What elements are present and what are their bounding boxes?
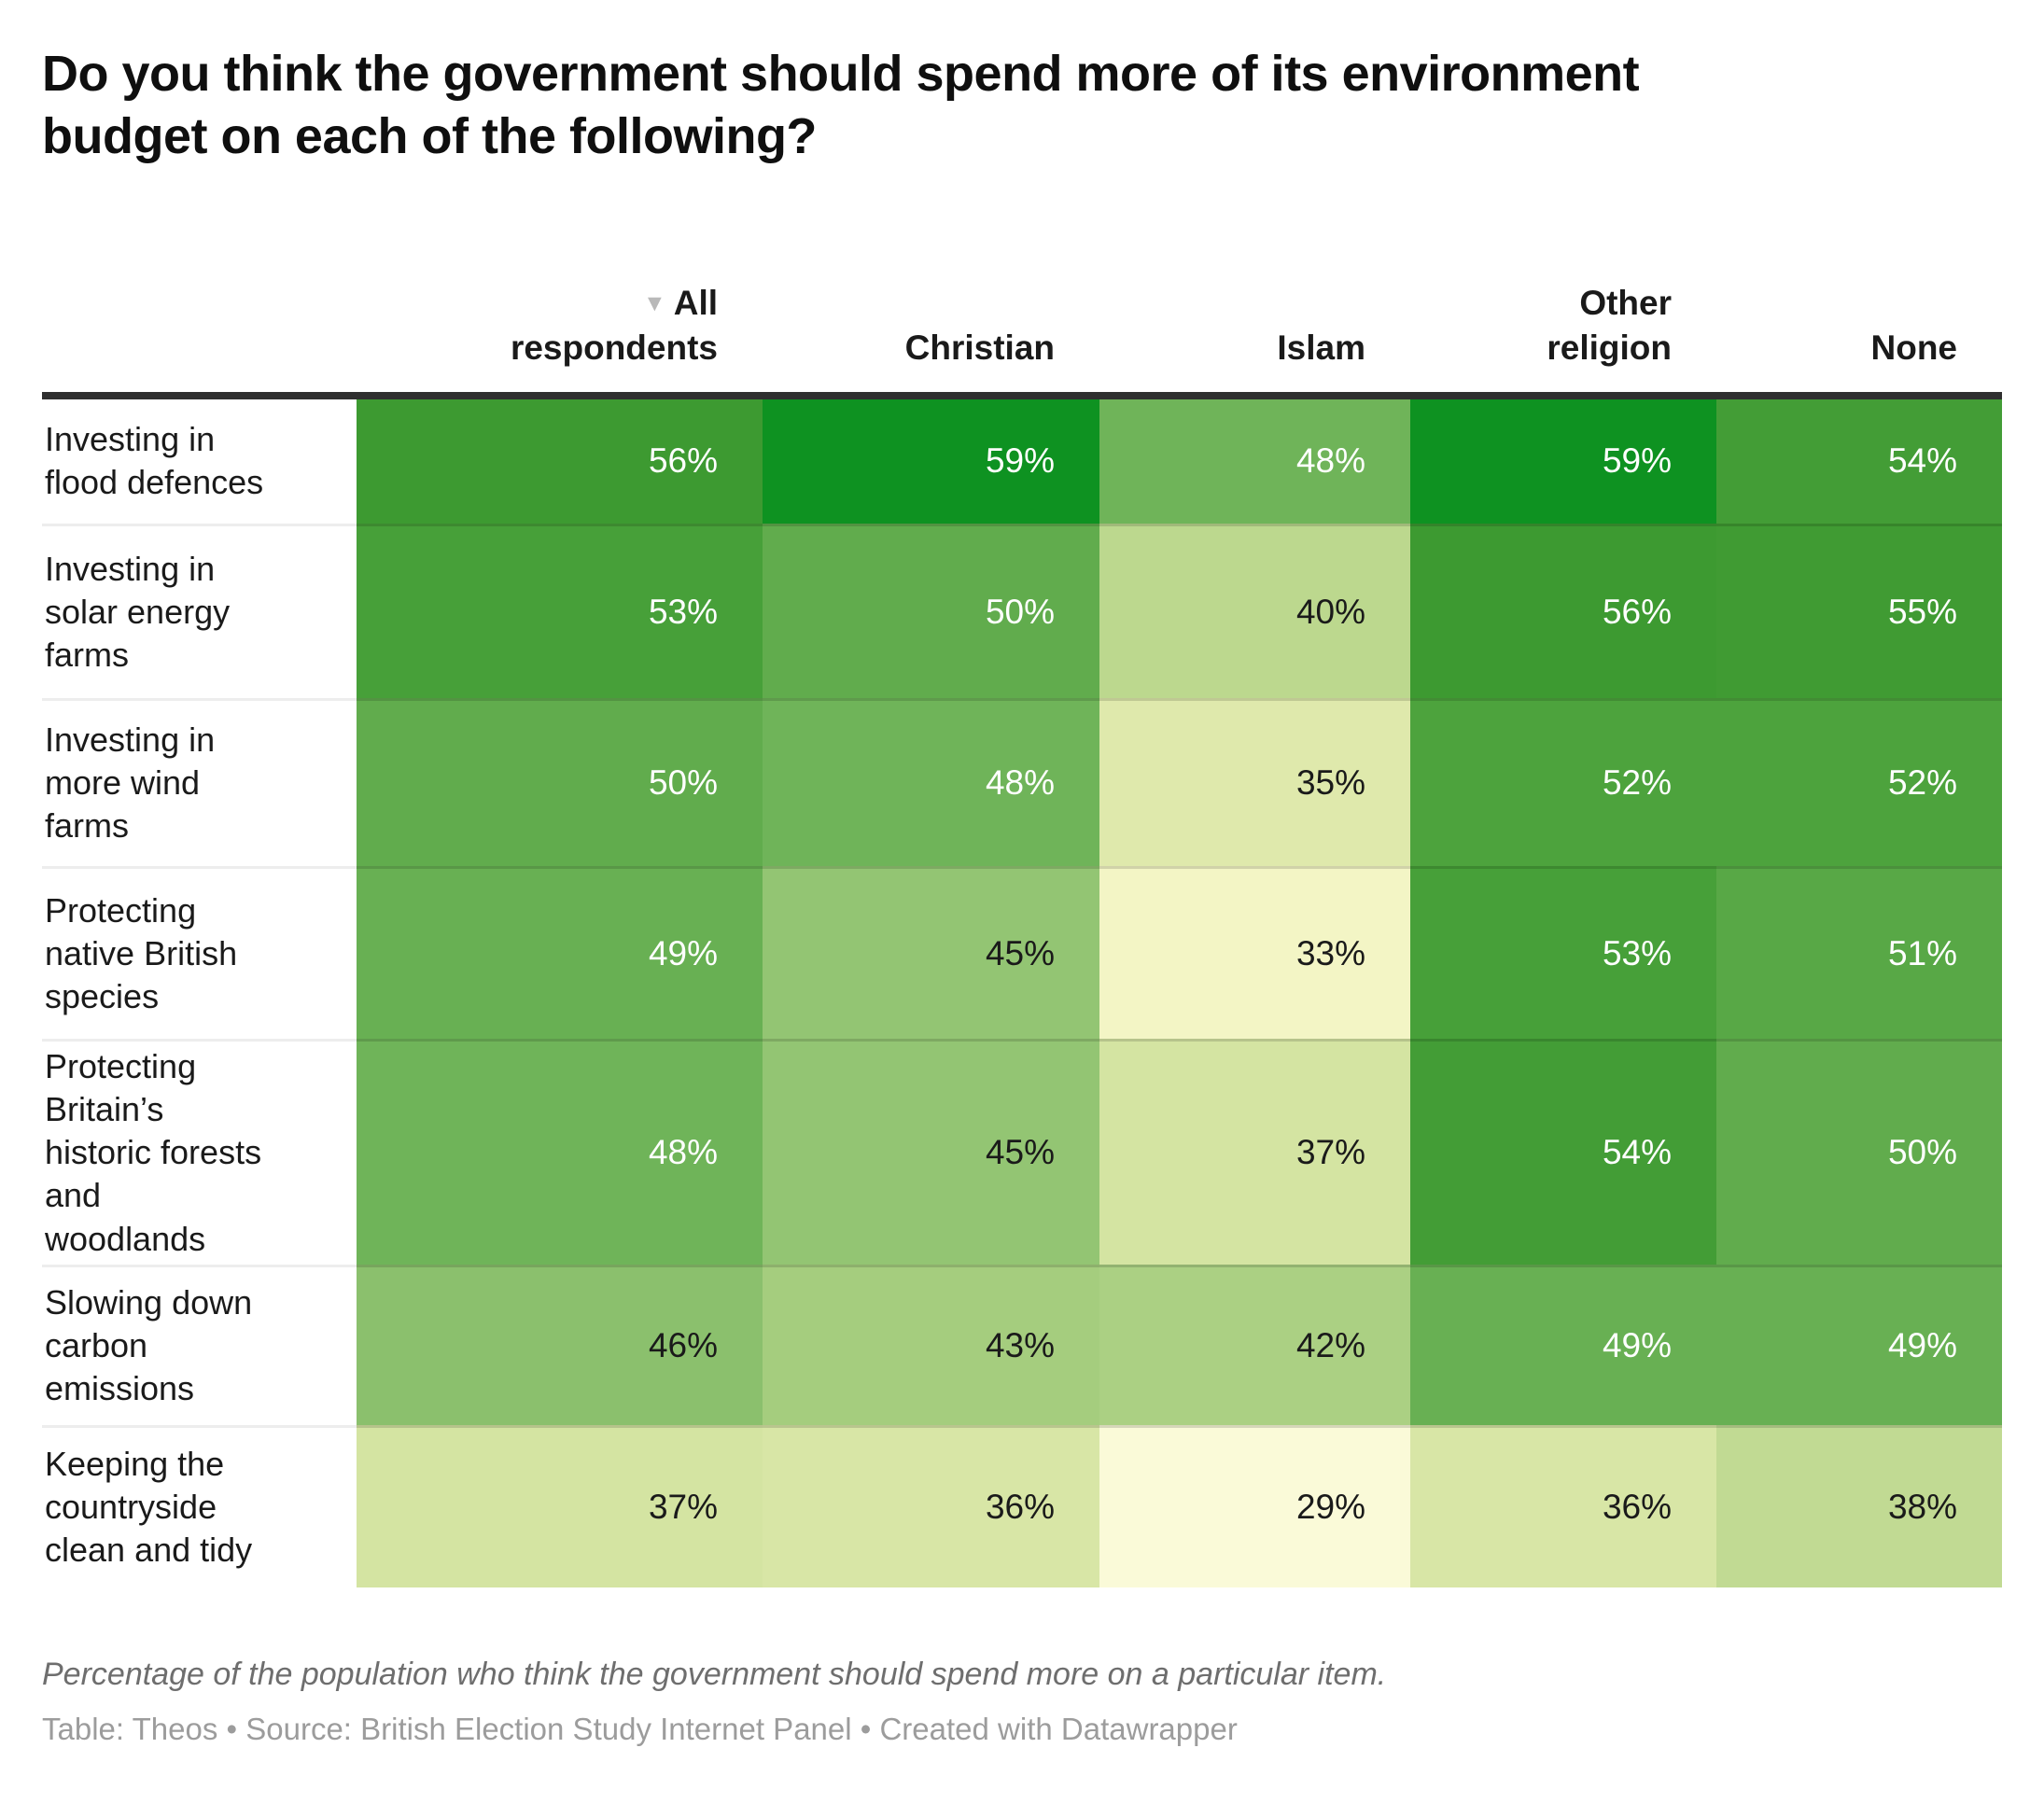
- row-label: Investing in more wind farms: [42, 697, 357, 866]
- table-row: Keeping the countryside clean and tidy 3…: [42, 1424, 2002, 1587]
- heatmap-cell: 48%: [763, 697, 1099, 866]
- heatmap-cell: 33%: [1099, 865, 1410, 1039]
- column-header-label: All respondents: [510, 284, 718, 367]
- heatmap-cell: 48%: [357, 1038, 763, 1265]
- heatmap-cell: 50%: [357, 697, 763, 866]
- column-header-islam[interactable]: Islam: [1099, 326, 1410, 392]
- row-label: Protecting native British species: [42, 865, 357, 1039]
- heatmap-cell: 56%: [1410, 523, 1716, 698]
- chart-title: Do you think the government should spend…: [42, 46, 1640, 164]
- table-header-row: ▼ All respondents Christian Islam Other r…: [42, 168, 2002, 392]
- row-label: Slowing down carbon emissions: [42, 1264, 357, 1425]
- heatmap-cell: 45%: [763, 1038, 1099, 1265]
- sort-descending-icon: ▼: [642, 290, 666, 317]
- heatmap-cell: 36%: [1410, 1424, 1716, 1587]
- heatmap-cell: 49%: [357, 865, 763, 1039]
- page: Do you think the government should spend…: [0, 43, 2044, 1818]
- heatmap-cell: 49%: [1410, 1264, 1716, 1425]
- column-header-label: None: [1870, 328, 1958, 367]
- column-header-none[interactable]: None: [1716, 326, 2002, 392]
- heatmap-cell: 37%: [357, 1424, 763, 1587]
- heatmap-cell: 51%: [1716, 865, 2002, 1039]
- table-body: Investing in flood defences 56% 59% 48% …: [42, 391, 2002, 1587]
- heatmap-cell: 46%: [357, 1264, 763, 1425]
- heatmap-cell: 50%: [763, 523, 1099, 698]
- heatmap-cell: 56%: [357, 399, 763, 524]
- heatmap-cell: 36%: [763, 1424, 1099, 1587]
- column-header-label: Christian: [904, 328, 1055, 367]
- heatmap-cell: 53%: [1410, 865, 1716, 1039]
- row-label: Protecting Britain’s historic forests an…: [42, 1038, 357, 1265]
- heatmap-cell: 54%: [1716, 399, 2002, 524]
- heatmap-cell: 54%: [1410, 1038, 1716, 1265]
- row-label: Investing in flood defences: [45, 420, 264, 502]
- column-header-label: Other religion: [1547, 284, 1672, 367]
- heatmap-cell: 37%: [1099, 1038, 1410, 1265]
- table-row: Investing in more wind farms 50% 48% 35%…: [42, 697, 2002, 866]
- table-row: Investing in solar energy farms 53% 50% …: [42, 523, 2002, 698]
- column-header-label: Islam: [1277, 328, 1365, 367]
- heatmap-cell: 35%: [1099, 697, 1410, 866]
- heatmap-cell: 42%: [1099, 1264, 1410, 1425]
- row-label: Keeping the countryside clean and tidy: [42, 1424, 357, 1587]
- table-row: Protecting native British species 49% 45…: [42, 865, 2002, 1039]
- heatmap-cell: 38%: [1716, 1424, 2002, 1587]
- chart-note: Percentage of the population who think t…: [42, 1656, 1387, 1692]
- column-header-christian[interactable]: Christian: [763, 326, 1099, 392]
- heatmap-cell: 55%: [1716, 523, 2002, 698]
- heatmap-table: ▼ All respondents Christian Islam Other r…: [42, 168, 2002, 1587]
- heatmap-cell: 52%: [1716, 697, 2002, 866]
- header-spacer: [42, 370, 357, 392]
- heatmap-cell: 40%: [1099, 523, 1410, 698]
- row-label: Investing in solar energy farms: [42, 523, 357, 698]
- column-header-other-religion[interactable]: Other religion: [1410, 281, 1716, 392]
- heatmap-cell: 48%: [1099, 399, 1410, 524]
- column-header-all-respondents[interactable]: ▼ All respondents: [357, 237, 763, 392]
- heatmap-cell: 59%: [763, 399, 1099, 524]
- heatmap-cell: 52%: [1410, 697, 1716, 866]
- heatmap-cell: 50%: [1716, 1038, 2002, 1265]
- chart-credit: Table: Theos • Source: British Election …: [42, 1711, 1238, 1746]
- heatmap-cell: 29%: [1099, 1424, 1410, 1587]
- heatmap-cell: 49%: [1716, 1264, 2002, 1425]
- heatmap-cell: 59%: [1410, 399, 1716, 524]
- heatmap-cell: 53%: [357, 523, 763, 698]
- table-row: Protecting Britain’s historic forests an…: [42, 1038, 2002, 1265]
- table-row: Investing in flood defences 56% 59% 48% …: [42, 399, 2002, 524]
- table-row: Slowing down carbon emissions 46% 43% 42…: [42, 1264, 2002, 1425]
- heatmap-cell: 43%: [763, 1264, 1099, 1425]
- heatmap-cell: 45%: [763, 865, 1099, 1039]
